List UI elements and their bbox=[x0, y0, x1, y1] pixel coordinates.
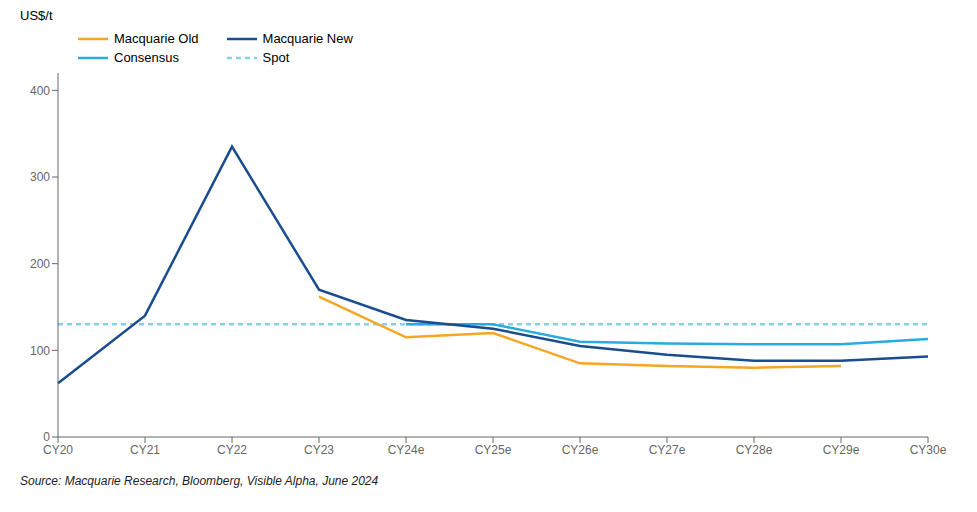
html-text:Macquarie Old: Macquarie Old bbox=[114, 31, 199, 46]
svg-text:CY20: CY20 bbox=[43, 443, 73, 457]
svg-text:200: 200 bbox=[30, 257, 50, 271]
svg-text:CY29e: CY29e bbox=[823, 443, 860, 457]
svg-text:100: 100 bbox=[30, 344, 50, 358]
svg-text:CY24e: CY24e bbox=[388, 443, 425, 457]
svg-text:CY21: CY21 bbox=[130, 443, 160, 457]
html-text:Spot: Spot bbox=[262, 50, 290, 65]
svg-text:CY22: CY22 bbox=[217, 443, 247, 457]
svg-text:CY23: CY23 bbox=[304, 443, 334, 457]
html-text:US$/t: US$/t bbox=[20, 8, 53, 23]
svg-text:CY27e: CY27e bbox=[649, 443, 686, 457]
svg-text:0: 0 bbox=[43, 430, 50, 444]
svg-text:400: 400 bbox=[30, 84, 50, 98]
svg-text:CY28e: CY28e bbox=[736, 443, 773, 457]
html-text:Macquarie New: Macquarie New bbox=[262, 31, 353, 46]
svg-text:CY25e: CY25e bbox=[475, 443, 512, 457]
svg-text:CY26e: CY26e bbox=[562, 443, 599, 457]
svg-text:300: 300 bbox=[30, 170, 50, 184]
svg-text:CY30e: CY30e bbox=[910, 443, 947, 457]
html-text:Source: Macquarie Research, Bl: Source: Macquarie Research, Bloomberg, V… bbox=[20, 474, 379, 488]
html-text:Consensus: Consensus bbox=[114, 50, 179, 65]
